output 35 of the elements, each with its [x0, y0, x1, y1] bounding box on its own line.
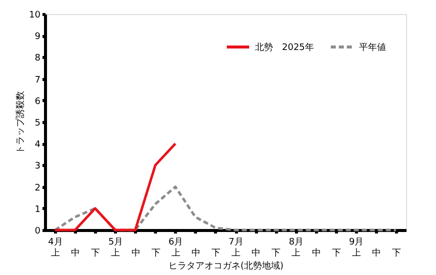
legend-label: 北勢 2025年 [255, 42, 314, 53]
x-tick-label: 中 [71, 248, 80, 258]
x-axis-title: ヒラタアオコガネ(北勢地域) [168, 260, 284, 272]
y-tick-label: 9 [34, 32, 41, 42]
y-tick-label: 0 [34, 226, 41, 236]
x-tick-label: 下 [91, 248, 100, 258]
x-tick-label: 中 [312, 248, 321, 258]
line-series [54, 142, 177, 232]
x-tick-label: 4月上 [48, 238, 63, 258]
x-tick-label: 7月上 [228, 238, 244, 258]
y-tick-label: 8 [34, 54, 41, 64]
x-tick-label: 下 [211, 248, 220, 258]
y-tick-label: 6 [34, 96, 41, 107]
y-axis-title: トラップ誘殺数 [15, 91, 26, 154]
y-tick-label: 4 [34, 140, 41, 150]
x-tick-label: 6月上 [168, 238, 184, 258]
x-tick-label: 9月上 [348, 238, 364, 258]
x-tick-label: 下 [272, 248, 281, 258]
x-tick-label: 8月上 [288, 238, 304, 258]
y-tick-label: 5 [34, 118, 40, 128]
line-series [54, 186, 398, 232]
x-tick-label: 下 [151, 248, 160, 258]
x-tick-label: 下 [392, 248, 401, 258]
x-tick-label: 5月上 [108, 238, 124, 258]
y-tick-label: 7 [34, 75, 40, 86]
x-tick-label: 中 [131, 248, 140, 258]
x-tick-label: 中 [252, 248, 261, 258]
x-tick-label: 中 [372, 248, 381, 258]
y-tick-label: 2 [34, 183, 40, 194]
x-tick-label: 下 [332, 248, 341, 258]
y-tick-label: 3 [34, 162, 40, 172]
legend-label: 平年値 [359, 42, 386, 53]
x-tick-label: 中 [191, 248, 200, 258]
y-tick-label: 10 [29, 10, 41, 20]
y-tick-label: 1 [34, 204, 40, 215]
